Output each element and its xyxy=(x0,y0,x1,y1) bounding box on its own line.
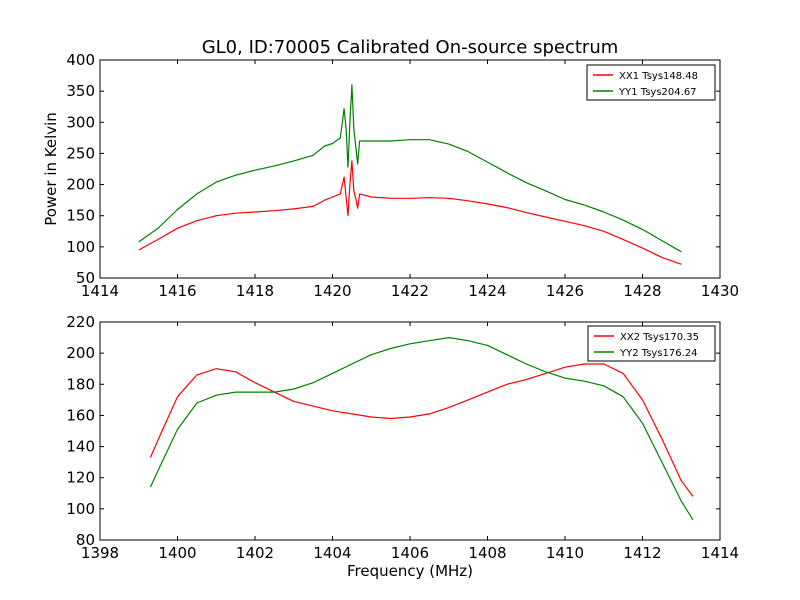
y-tick-label: 180 xyxy=(66,375,95,393)
top-panel: 1414 1416 1418 1420 1422 1424 1426 1428 1430 50 10… xyxy=(42,51,739,300)
x-tick-label: 1420 xyxy=(313,282,351,300)
y-tick-label: 350 xyxy=(66,82,95,100)
figure-title: GL0, ID:70005 Calibrated On-source spect… xyxy=(202,37,619,58)
y-tick-label: 160 xyxy=(66,406,95,424)
y-tick-label: 220 xyxy=(66,313,95,331)
y-tick-label: 200 xyxy=(66,176,95,194)
legend-entry-label: XX2 Tsys170.35 xyxy=(620,332,699,343)
x-tick-label: 1400 xyxy=(158,544,196,562)
y-tick-label: 80 xyxy=(76,531,95,549)
x-tick-label: 1428 xyxy=(623,282,661,300)
y-tick-label: 400 xyxy=(66,51,95,69)
x-tick-label: 1416 xyxy=(158,282,196,300)
series-line-yy xyxy=(138,84,682,253)
x-tick-label: 1414 xyxy=(81,282,119,300)
x-tick-label: 1430 xyxy=(701,282,739,300)
x-tick-label: 1406 xyxy=(391,544,429,562)
y-tick-label: 300 xyxy=(66,113,95,131)
x-tick-label: 1424 xyxy=(468,282,506,300)
x-tick-label: 1410 xyxy=(546,544,584,562)
legend-box xyxy=(587,325,716,362)
x-tick-label: 1422 xyxy=(391,282,429,300)
legend-box xyxy=(586,64,716,101)
legend-entry-label: YY2 Tsys176.24 xyxy=(619,348,698,359)
y-tick-label: 120 xyxy=(66,469,95,487)
legend-entry-label: XX1 Tsys148.48 xyxy=(619,71,698,82)
y-tick-label: 50 xyxy=(76,269,95,287)
bottom-panel: 1398 1400 1402 1404 1406 1408 1410 1412 1414 80 10… xyxy=(66,313,739,580)
x-tick-label: 1402 xyxy=(236,544,274,562)
y-tick-label: 200 xyxy=(66,344,95,362)
x-tick-label: 1408 xyxy=(468,544,506,562)
y-tick-label: 150 xyxy=(66,207,95,225)
x-tick-label: 1414 xyxy=(701,544,739,562)
x-tick-label: 1398 xyxy=(81,544,119,562)
y-tick-label: 250 xyxy=(66,144,95,162)
x-tick-label: 1412 xyxy=(623,544,661,562)
series-line-xx xyxy=(138,160,682,265)
x-tick-label: 1418 xyxy=(236,282,274,300)
series-line-xx xyxy=(149,363,694,497)
legend-entry-label: YY1 Tsys204.67 xyxy=(618,87,697,98)
y-tick-label: 140 xyxy=(66,438,95,456)
x-axis-label: Frequency (MHz) xyxy=(347,562,473,580)
y-axis-label: Power in Kelvin xyxy=(42,112,60,226)
x-tick-label: 1404 xyxy=(313,544,351,562)
x-tick-label: 1426 xyxy=(546,282,584,300)
y-tick-label: 100 xyxy=(66,500,95,518)
y-tick-label: 100 xyxy=(66,238,95,256)
series-line-yy xyxy=(149,337,694,521)
